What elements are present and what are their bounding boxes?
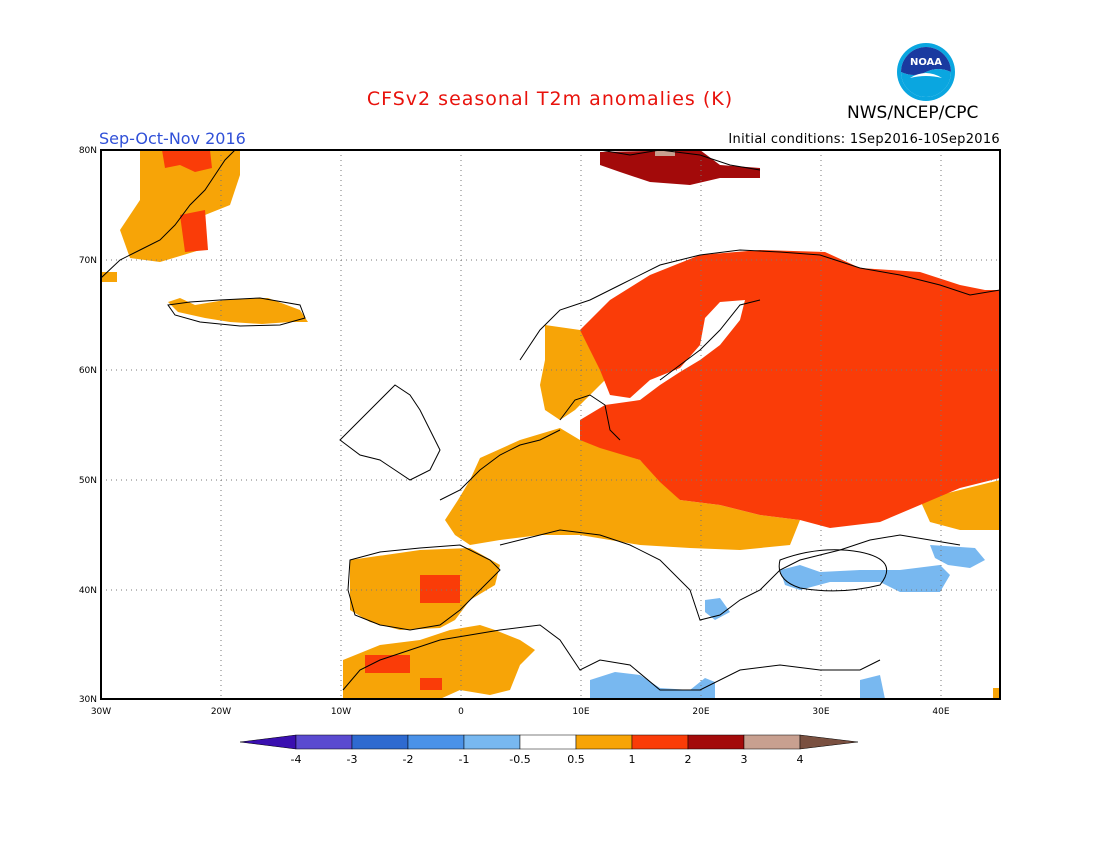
libya-cool-area (590, 672, 715, 699)
anomaly-fields (101, 150, 1000, 699)
colorbar-low-arrow (239, 734, 297, 750)
initial-conditions-label: Initial conditions: 1Sep2016-10Sep2016 (728, 132, 1000, 147)
greenland-warm-spot (101, 272, 117, 282)
greenland-warm-area (120, 150, 240, 262)
lat-tick-50: 50N (79, 476, 97, 486)
colorbar-bin-3 (407, 734, 465, 750)
lon-tick-10w: 10W (331, 707, 351, 717)
scandinavia-russia-hot-area (580, 250, 1000, 528)
lat-tick-40: 40N (79, 586, 97, 596)
colorbar-high-arrow (799, 734, 859, 750)
morocco-hot-spot-2 (420, 678, 442, 690)
nw-africa-warm-area (343, 625, 535, 699)
lat-tick-60: 60N (79, 366, 97, 376)
lat-tick-30: 30N (79, 695, 97, 705)
lon-tick-30e: 30E (812, 707, 829, 717)
colorbar-bin-9 (743, 734, 801, 750)
colorbar-label-neg3: -3 (347, 753, 358, 766)
latitude-ticks: 80N 70N 60N 50N 40N 30N (79, 146, 97, 705)
greenland-hot-patch (162, 150, 212, 172)
svalbard-hot-area (600, 150, 760, 185)
anomaly-2-to-3 (600, 150, 760, 185)
greece-cool-spot (705, 598, 730, 620)
greenland-hot-patch-2 (180, 210, 208, 252)
anomaly-neg0p5-to-neg1 (590, 545, 985, 699)
color-bar: -4 -3 -2 -1 -0.5 0.5 1 2 3 4 (239, 734, 859, 766)
lon-tick-20w: 20W (211, 707, 231, 717)
lat-tick-70: 70N (79, 256, 97, 266)
colorbar-label-4: 4 (797, 753, 804, 766)
anomaly-3-to-4 (655, 150, 675, 156)
coastlines (101, 150, 1000, 691)
noaa-logo: NOAA (897, 43, 955, 101)
lon-tick-40e: 40E (932, 707, 949, 717)
lon-tick-10e: 10E (572, 707, 589, 717)
colorbar-label-0p5: 0.5 (567, 753, 585, 766)
lon-tick-20e: 20E (692, 707, 709, 717)
colorbar-bin-6 (575, 734, 633, 750)
colorbar-label-1: 1 (629, 753, 636, 766)
norway-warm-fringe (540, 325, 605, 420)
anomaly-0p5-to-1 (101, 150, 1000, 699)
colorbar-label-2: 2 (685, 753, 692, 766)
colorbar-label-neg1: -1 (459, 753, 470, 766)
levant-cool-spot (860, 675, 885, 699)
colorbar-label-3: 3 (741, 753, 748, 766)
lon-tick-0: 0 (458, 707, 464, 717)
map-frame (100, 149, 1001, 700)
lon-tick-30w: 30W (91, 707, 111, 717)
iceland-warm-area (168, 298, 308, 324)
colorbar-bin-4 (463, 734, 521, 750)
noaa-logo-text: NOAA (910, 57, 942, 68)
black-sea-cool-area (780, 565, 950, 592)
colorbar-label-neg0p5: -0.5 (509, 753, 530, 766)
east-warm-fringe (920, 480, 1000, 530)
colorbar-bin-7 (631, 734, 689, 750)
morocco-hot-spot (365, 655, 410, 673)
season-label: Sep-Oct-Nov 2016 (99, 129, 246, 148)
longitude-ticks: 30W 20W 10W 0 10E 20E 30E 40E (91, 707, 950, 717)
colorbar-label-neg2: -2 (403, 753, 414, 766)
levant-warm-spot (993, 688, 1000, 699)
colorbar-label-neg4: -4 (291, 753, 302, 766)
colorbar-bin-8 (687, 734, 745, 750)
lat-tick-80: 80N (79, 146, 97, 156)
agency-label: NWS/NCEP/CPC (847, 103, 979, 123)
figure-title: CFSv2 seasonal T2m anomalies (K) (366, 88, 734, 110)
colorbar-bin-5 (519, 734, 577, 750)
iberia-hot-spot (420, 575, 460, 603)
svalbard-extreme-spot (655, 150, 675, 156)
colorbar-bin-2 (351, 734, 409, 750)
western-europe-warm-area (445, 428, 800, 550)
anomaly-1-to-2 (162, 150, 1000, 690)
colorbar-bin-1 (295, 734, 353, 750)
caucasus-cool-area (930, 545, 985, 568)
